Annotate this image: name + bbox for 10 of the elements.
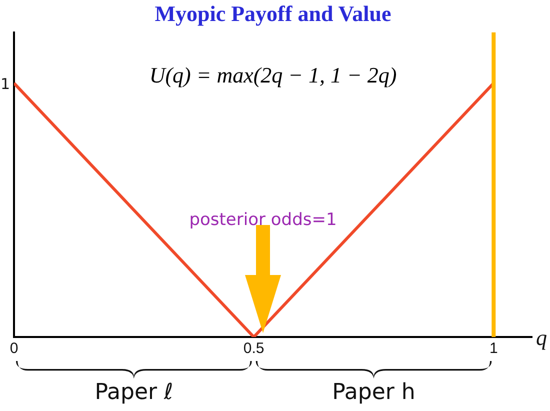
text: 1	[0, 75, 10, 94]
x-tick-label: 1	[489, 340, 498, 358]
annotation: U(q) = max(2q − 1, 1 − 2q)	[149, 62, 397, 88]
annotation: posterior odds=1	[189, 210, 337, 230]
text: Paper h	[332, 380, 416, 405]
x-axis-title: q	[536, 325, 547, 350]
x-tick-label: 0	[10, 340, 18, 358]
x-tick-label: 0.5	[243, 340, 264, 358]
text: Paper ℓ	[94, 380, 174, 405]
chart-title: Myopic Payoff and Value	[154, 0, 392, 26]
